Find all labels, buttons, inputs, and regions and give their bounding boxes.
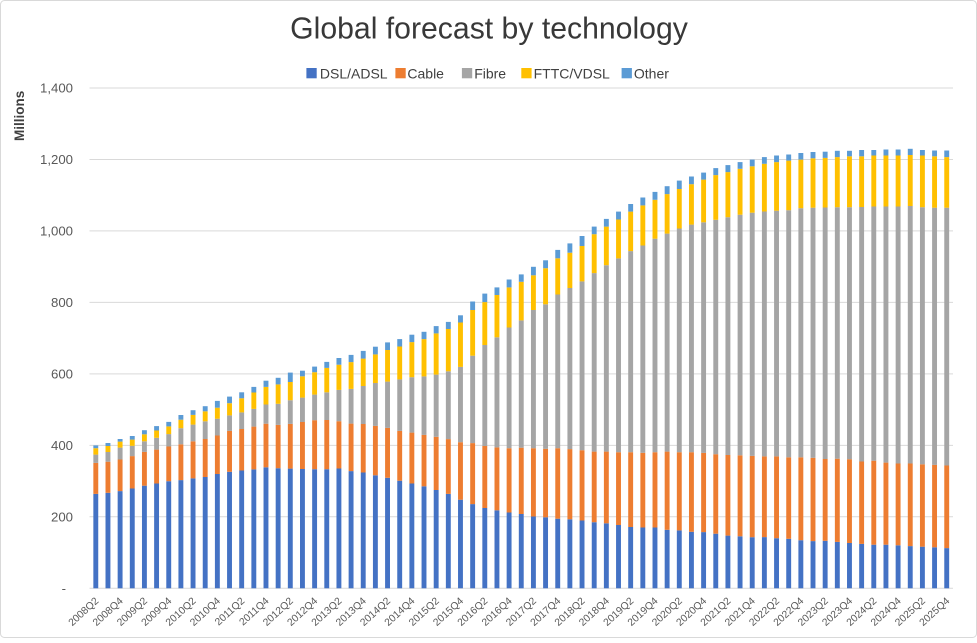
svg-text:Millions: Millions — [12, 91, 27, 141]
svg-text:400: 400 — [51, 438, 73, 453]
svg-text:FTTC/VDSL: FTTC/VDSL — [534, 66, 610, 82]
svg-text:800: 800 — [51, 295, 73, 310]
svg-text:Global forecast by technology: Global forecast by technology — [290, 13, 689, 46]
svg-text:1,000: 1,000 — [40, 223, 73, 238]
svg-text:DSL/ADSL: DSL/ADSL — [320, 66, 388, 82]
svg-text:200: 200 — [51, 509, 73, 524]
svg-text:1,400: 1,400 — [40, 81, 73, 96]
svg-text:Fibre: Fibre — [474, 66, 506, 82]
svg-text:1,200: 1,200 — [40, 152, 73, 167]
svg-text:Cable: Cable — [407, 66, 444, 82]
svg-text:600: 600 — [51, 366, 73, 381]
svg-text:-: - — [62, 581, 66, 596]
svg-text:Other: Other — [634, 66, 669, 82]
